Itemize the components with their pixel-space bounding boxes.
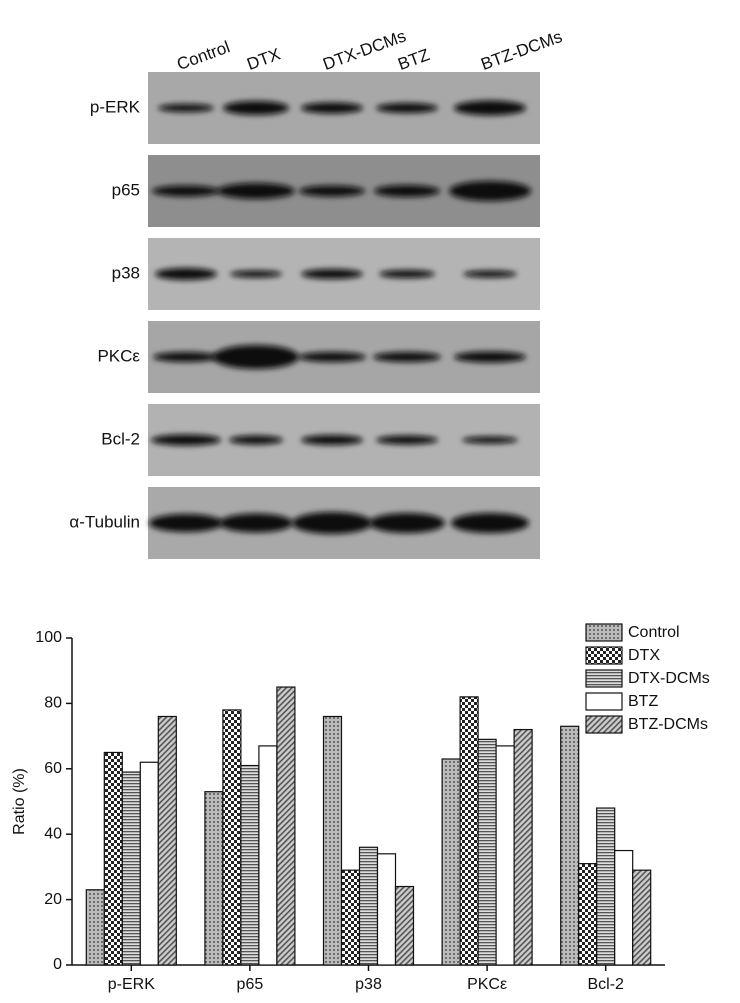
bar (157, 715, 177, 966)
band (298, 352, 366, 362)
bar (394, 885, 415, 966)
bar (477, 738, 497, 966)
legend-swatch (585, 623, 623, 642)
protein-label: p-ERK (90, 97, 141, 116)
x-tick-label: p-ERK (108, 976, 155, 993)
legend-label: DTX (628, 647, 660, 664)
bar (121, 771, 141, 966)
bar (85, 889, 105, 966)
band (229, 435, 283, 445)
band (369, 513, 445, 533)
band (217, 183, 295, 199)
legend-swatch (585, 692, 623, 711)
band (301, 435, 363, 445)
band (376, 103, 438, 113)
band (374, 185, 440, 197)
bar-chart: 0 20 40 60 80 100 Ratio (%) p-ERK p65 p38 PKCε Bcl-… (11, 623, 710, 993)
x-tick-label: p38 (355, 976, 382, 993)
band (155, 268, 217, 280)
bar (258, 745, 278, 966)
protein-label: PKCε (97, 346, 140, 365)
legend-swatch (585, 646, 623, 665)
lane-label: BTZ (395, 45, 432, 74)
protein-label: p38 (112, 263, 140, 282)
bar (276, 686, 296, 966)
bar (222, 709, 242, 966)
bar (596, 807, 616, 966)
y-axis-label: Ratio (%) (11, 768, 28, 835)
band (462, 436, 518, 444)
band (301, 102, 363, 114)
band (223, 101, 289, 115)
band (454, 100, 526, 116)
bar (139, 761, 159, 966)
band (451, 513, 529, 533)
y-tick-label: 20 (44, 891, 62, 908)
y-tick-label: 0 (53, 956, 62, 973)
band (219, 513, 293, 533)
band (454, 351, 526, 363)
x-tick-label: Bcl-2 (587, 976, 624, 993)
bar (513, 728, 533, 966)
band (463, 270, 517, 278)
band (301, 269, 363, 279)
protein-label: p65 (112, 180, 140, 199)
bar (240, 764, 260, 966)
lane-label: Control (174, 37, 232, 74)
band (152, 185, 220, 197)
bar (358, 846, 379, 966)
band (153, 352, 219, 362)
legend-label: BTZ (628, 693, 658, 710)
lane-label: BTZ-DCMs (478, 27, 564, 74)
legend-label: BTZ-DCMs (628, 716, 708, 733)
band (213, 345, 299, 369)
bar (340, 869, 361, 966)
bar (632, 869, 652, 966)
band (292, 512, 372, 534)
bar (459, 696, 479, 966)
band (376, 435, 438, 445)
x-tick-label: PKCε (467, 976, 507, 993)
lane-label: DTX (244, 44, 282, 73)
y-tick-label: 80 (44, 695, 62, 712)
bar (322, 715, 343, 966)
bar (204, 791, 224, 966)
y-tick-label: 60 (44, 760, 62, 777)
protein-label: α-Tubulin (69, 512, 140, 531)
band (230, 270, 282, 278)
band (379, 270, 435, 278)
band (299, 185, 365, 197)
lane-label: DTX-DCMs (320, 26, 408, 74)
legend-label: Control (628, 624, 680, 641)
band (149, 514, 223, 532)
y-tick-label: 100 (35, 629, 62, 646)
band (373, 352, 441, 362)
bar (376, 853, 397, 966)
band (449, 181, 531, 201)
x-tick-label: p65 (237, 976, 264, 993)
bar (103, 751, 123, 966)
legend-label: DTX-DCMs (628, 670, 710, 687)
bar (578, 863, 598, 966)
band (151, 434, 221, 446)
legend-swatch (585, 715, 623, 734)
bar (495, 745, 515, 966)
bar (441, 758, 461, 966)
legend-swatch (585, 669, 623, 688)
protein-label: Bcl-2 (101, 429, 140, 448)
y-tick-label: 40 (44, 825, 62, 842)
band (158, 104, 214, 112)
bar (614, 849, 634, 966)
bar (560, 725, 580, 966)
